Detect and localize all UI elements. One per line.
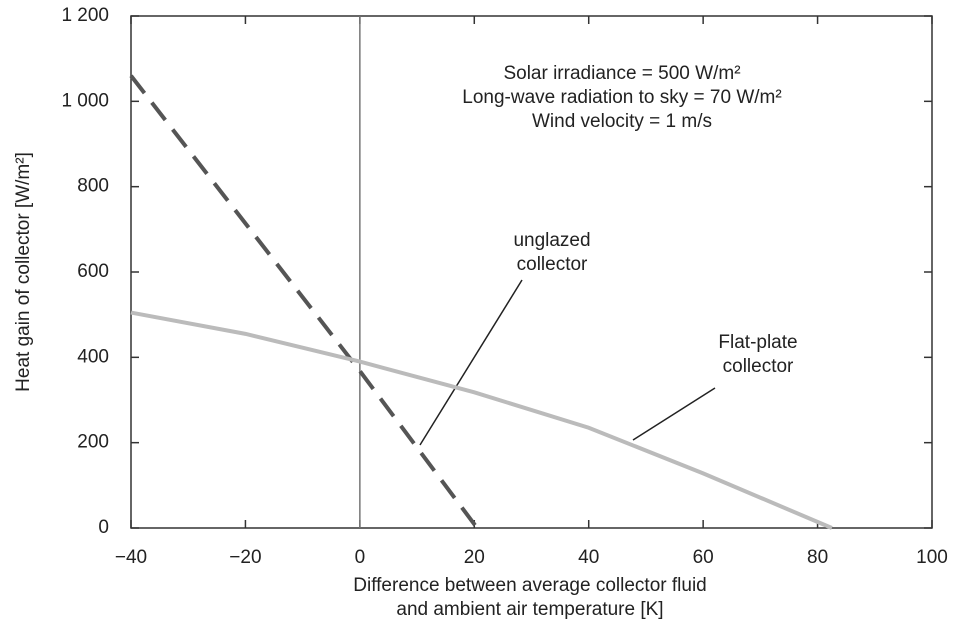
- x-tick-label: −40: [115, 547, 147, 568]
- y-axis-label: Heat gain of collector [W/m²]: [13, 152, 34, 392]
- series-label: unglazed: [513, 230, 590, 251]
- y-tick-label: 200: [77, 432, 109, 453]
- series-label: collector: [723, 356, 794, 377]
- x-axis-label: Difference between average collector flu…: [353, 575, 706, 596]
- x-tick-label: 100: [916, 547, 948, 568]
- x-tick-label: 80: [807, 547, 828, 568]
- y-tick-label: 400: [77, 346, 109, 367]
- annotation: Solar irradiance = 500 W/m²: [503, 63, 740, 84]
- leader-line: [419, 279, 523, 446]
- y-tick-label: 0: [98, 517, 109, 538]
- y-tick-label: 1 200: [61, 5, 109, 26]
- x-tick-label: 40: [578, 547, 599, 568]
- x-tick-label: 20: [464, 547, 485, 568]
- y-tick-label: 1 000: [61, 90, 109, 111]
- series-label: Flat-plate: [718, 332, 797, 353]
- series-line: [129, 74, 479, 530]
- x-tick-label: 60: [693, 547, 714, 568]
- annotation: Long-wave radiation to sky = 70 W/m²: [462, 87, 781, 108]
- leader-line: [632, 387, 716, 441]
- x-tick-label: 0: [355, 547, 366, 568]
- annotation: Wind velocity = 1 m/s: [532, 111, 712, 132]
- x-axis-label: and ambient air temperature [K]: [396, 599, 663, 620]
- series-label: collector: [517, 254, 588, 275]
- x-tick-label: −20: [229, 547, 261, 568]
- y-tick-label: 800: [77, 176, 109, 197]
- series-line: [130, 310, 833, 530]
- y-tick-label: 600: [77, 261, 109, 282]
